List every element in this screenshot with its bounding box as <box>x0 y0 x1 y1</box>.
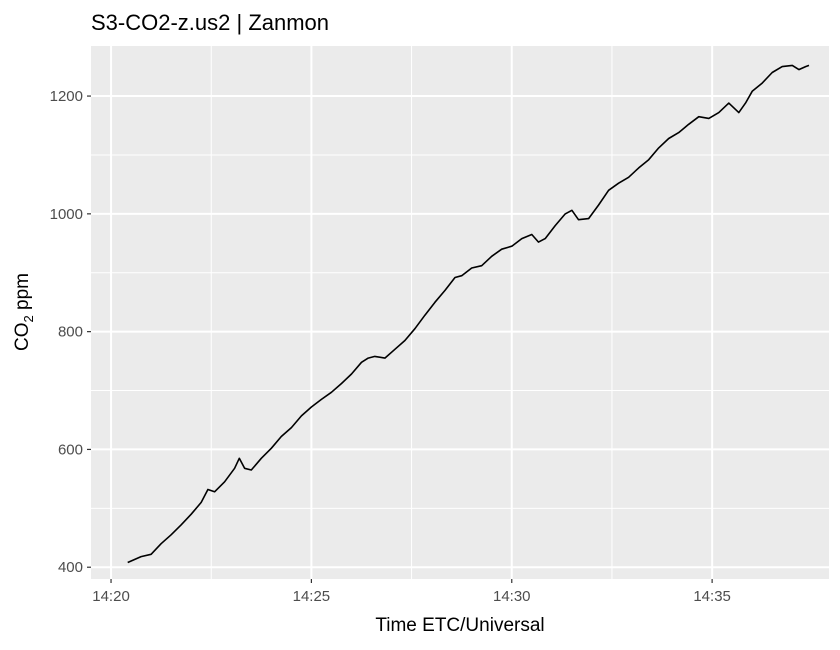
y-tick-label: 400 <box>58 559 83 576</box>
co2-series-line <box>127 64 810 564</box>
y-tick-label: 800 <box>58 324 83 341</box>
chart-title: S3-CO2-z.us2 | Zanmon <box>91 10 329 35</box>
x-tick-label: 14:35 <box>693 588 731 605</box>
x-tick-label: 14:30 <box>493 588 531 605</box>
x-axis-title: Time ETC/Universal <box>375 615 544 636</box>
y-axis: 400 600 800 1000 1200 <box>50 88 91 576</box>
y-tick-label: 1200 <box>50 88 83 105</box>
y-axis-title: CO2 ppm <box>12 273 36 351</box>
y-tick-label: 1000 <box>50 206 83 223</box>
y-axis-title-main: CO <box>12 322 33 351</box>
y-axis-title-subscript: 2 <box>21 315 36 322</box>
x-tick-label: 14:20 <box>92 588 130 605</box>
y-tick-label: 600 <box>58 441 83 458</box>
x-axis: 14:20 14:25 14:30 14:35 <box>92 579 731 605</box>
x-tick-label: 14:25 <box>293 588 331 605</box>
plot-panel <box>91 46 829 579</box>
minor-gridlines <box>91 46 829 579</box>
y-axis-title-tail: ppm <box>12 273 33 315</box>
major-gridlines <box>91 46 829 579</box>
